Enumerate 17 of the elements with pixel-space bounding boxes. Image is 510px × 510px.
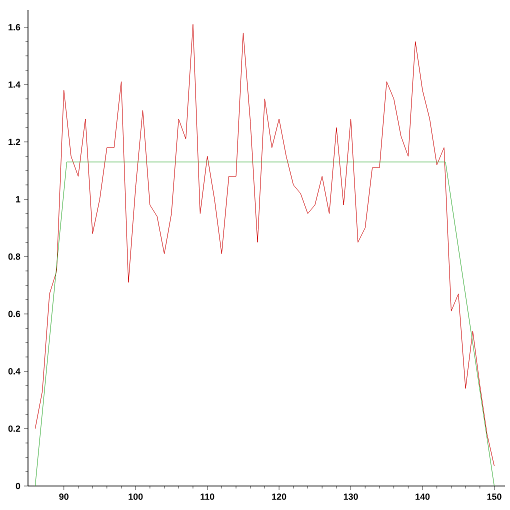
y-tick-label: 0 xyxy=(16,482,20,490)
x-tick-label: 90 xyxy=(59,494,68,500)
y-tick-label: 1.2 xyxy=(8,138,20,146)
y-tick-label: 1.4 xyxy=(8,81,20,88)
y-tick-label: 0.8 xyxy=(8,253,20,260)
line-series xyxy=(34,24,494,466)
x-tick-label: 120 xyxy=(272,494,286,500)
y-tick-label: 0.2 xyxy=(8,425,20,432)
y-tick-label: 0.6 xyxy=(8,310,20,318)
x-tick-label: 140 xyxy=(416,494,430,500)
x-tick-label: 100 xyxy=(128,494,143,500)
x-tick-label: 150 xyxy=(487,494,502,500)
y-tick-label: 1.6 xyxy=(8,24,20,30)
x-tick-label: 110 xyxy=(200,494,214,500)
y-tick-label: 0.4 xyxy=(8,368,20,374)
y-tick-label: 1 xyxy=(16,196,20,202)
x-tick-label: 130 xyxy=(344,494,358,500)
